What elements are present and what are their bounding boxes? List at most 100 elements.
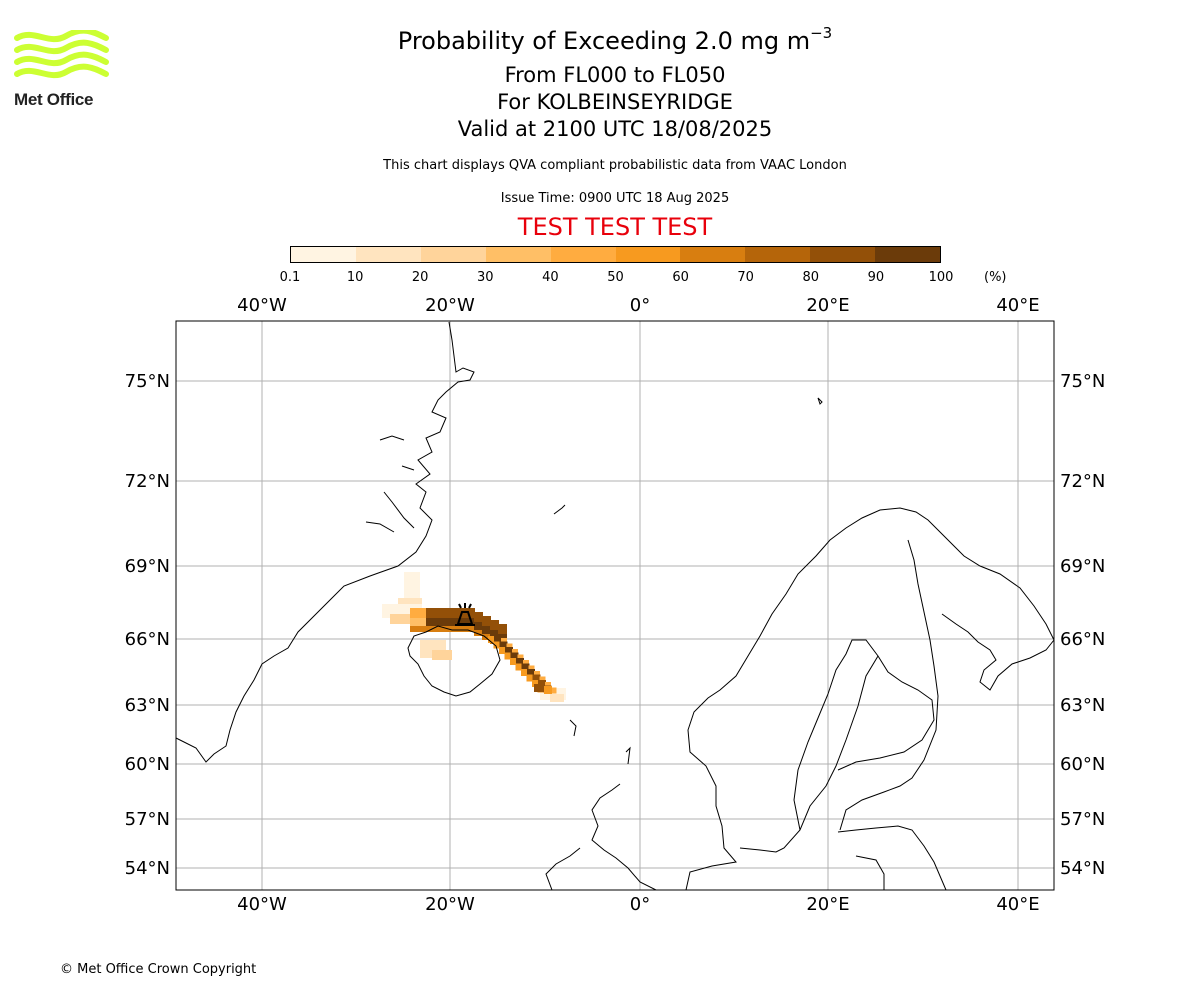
met-office-logo: Met Office — [14, 27, 110, 114]
right-latitude-label: 69°N — [1060, 556, 1105, 577]
colorbar-tick-label: 90 — [867, 270, 885, 285]
ash-plume — [382, 572, 566, 702]
colorbar-cell — [420, 247, 486, 262]
plume-cell — [501, 638, 507, 644]
colorbar-cell — [680, 247, 746, 262]
plume-cell — [458, 626, 467, 632]
plume-cell — [482, 634, 491, 640]
left-latitude-label: 69°N — [125, 556, 170, 577]
coastline-kola — [941, 613, 1055, 691]
right-latitude-label: 54°N — [1060, 858, 1105, 879]
colorbar-cell — [875, 247, 941, 262]
colorbar-unit: (%) — [984, 270, 1007, 285]
plume-cell — [390, 614, 420, 624]
top-longitude-label: 40°W — [237, 295, 287, 316]
colorbar-tick-label: 30 — [477, 270, 494, 285]
colorbar-tick-label: 70 — [737, 270, 754, 285]
plume-cell — [426, 626, 435, 632]
plume-cell — [534, 684, 544, 692]
plume-cell — [521, 669, 529, 676]
top-longitude-label: 0° — [630, 295, 650, 316]
flight-level-line: From FL000 to FL050 — [504, 63, 726, 87]
plume-cell — [505, 647, 513, 654]
plume-cell — [474, 622, 483, 630]
plume-cell — [515, 663, 524, 671]
plume-cell — [490, 620, 499, 630]
plume-cell — [521, 663, 530, 671]
coastline-russia-border — [839, 539, 939, 831]
coastline-britain — [545, 783, 657, 891]
valid-time-line: Valid at 2100 UTC 18/08/2025 — [457, 117, 773, 141]
plume-cell — [418, 608, 427, 618]
plume-cell — [544, 686, 552, 694]
map-gridlines — [176, 321, 1054, 890]
left-latitude-label: 60°N — [125, 754, 170, 775]
plume-cell — [550, 687, 557, 694]
plume-cell — [512, 649, 518, 655]
colorbar-cell — [745, 247, 811, 262]
plume-cell — [510, 658, 518, 665]
plume-cell — [504, 652, 513, 660]
plume-cell — [488, 636, 496, 643]
right-latitude-label: 60°N — [1060, 754, 1105, 775]
left-latitude-label: 63°N — [125, 695, 170, 716]
coastline-svalbard — [817, 397, 823, 405]
plume-cell — [528, 665, 535, 672]
plume-cell — [442, 626, 451, 632]
top-longitude-label: 20°E — [806, 295, 849, 316]
colorbar-tick-label: 60 — [672, 270, 689, 285]
left-latitude-label: 75°N — [125, 371, 170, 392]
plume-cell — [432, 650, 452, 660]
logo-text: Met Office — [14, 90, 94, 109]
plume-cell — [493, 641, 502, 649]
top-longitude-label: 20°W — [425, 295, 475, 316]
plume-cell — [450, 618, 459, 626]
plume-cell — [539, 676, 546, 683]
plume-cell — [499, 647, 507, 654]
map-axis-labels: 40°W 20°W 0° 20°E 40°E 40°W 20°W 0° 20°E 40°E 75°N… — [125, 295, 1106, 915]
colorbar-cell — [615, 247, 681, 262]
left-latitude-label: 66°N — [125, 629, 170, 650]
coastline-iceland — [407, 625, 501, 697]
bottom-longitude-label: 20°E — [806, 894, 849, 915]
plume-cell — [434, 608, 443, 618]
plume-cell — [526, 674, 535, 682]
volcano-icon — [455, 603, 475, 626]
bottom-longitude-label: 40°E — [996, 894, 1039, 915]
plume-cell — [410, 608, 419, 618]
plume-cell — [498, 624, 507, 634]
issue-time: Issue Time: 0900 UTC 18 Aug 2025 — [500, 191, 730, 206]
coastline-greenland-fjords — [365, 435, 415, 533]
plume-cell — [410, 626, 419, 632]
plume-cell — [499, 641, 508, 649]
plume-cell — [458, 618, 467, 626]
colorbar-cell — [810, 247, 876, 262]
bottom-longitude-label: 20°W — [425, 894, 475, 915]
right-latitude-label: 63°N — [1060, 695, 1105, 716]
plume-cell — [506, 643, 513, 650]
plume-cell — [532, 680, 540, 687]
colorbar-cell — [355, 247, 421, 262]
location-line: For KOLBEINSEYRIDGE — [497, 90, 733, 114]
coastline-faroes — [569, 719, 577, 737]
plume-cell — [442, 608, 451, 618]
coastline-norway — [685, 507, 1055, 891]
plume-cell — [510, 652, 519, 660]
plume-cell — [545, 682, 551, 688]
plume-cell — [474, 630, 483, 636]
coastline-shetland — [625, 746, 631, 765]
plume-cell — [517, 654, 524, 661]
coastline-sweden-finland — [739, 639, 935, 853]
chart-subtitle: This chart displays QVA compliant probab… — [383, 158, 847, 173]
plume-cell — [516, 658, 524, 665]
colorbar-cell — [550, 247, 616, 262]
coastline-baltic-states — [837, 825, 947, 891]
plume-cell — [450, 608, 459, 618]
colorbar-tick-label: 20 — [411, 270, 429, 285]
plume-cell — [404, 572, 420, 602]
colorbar-tick-label: 50 — [607, 270, 624, 285]
plume-cell — [534, 671, 540, 677]
colorbar-cell — [291, 247, 356, 262]
left-latitude-label: 54°N — [125, 858, 170, 879]
